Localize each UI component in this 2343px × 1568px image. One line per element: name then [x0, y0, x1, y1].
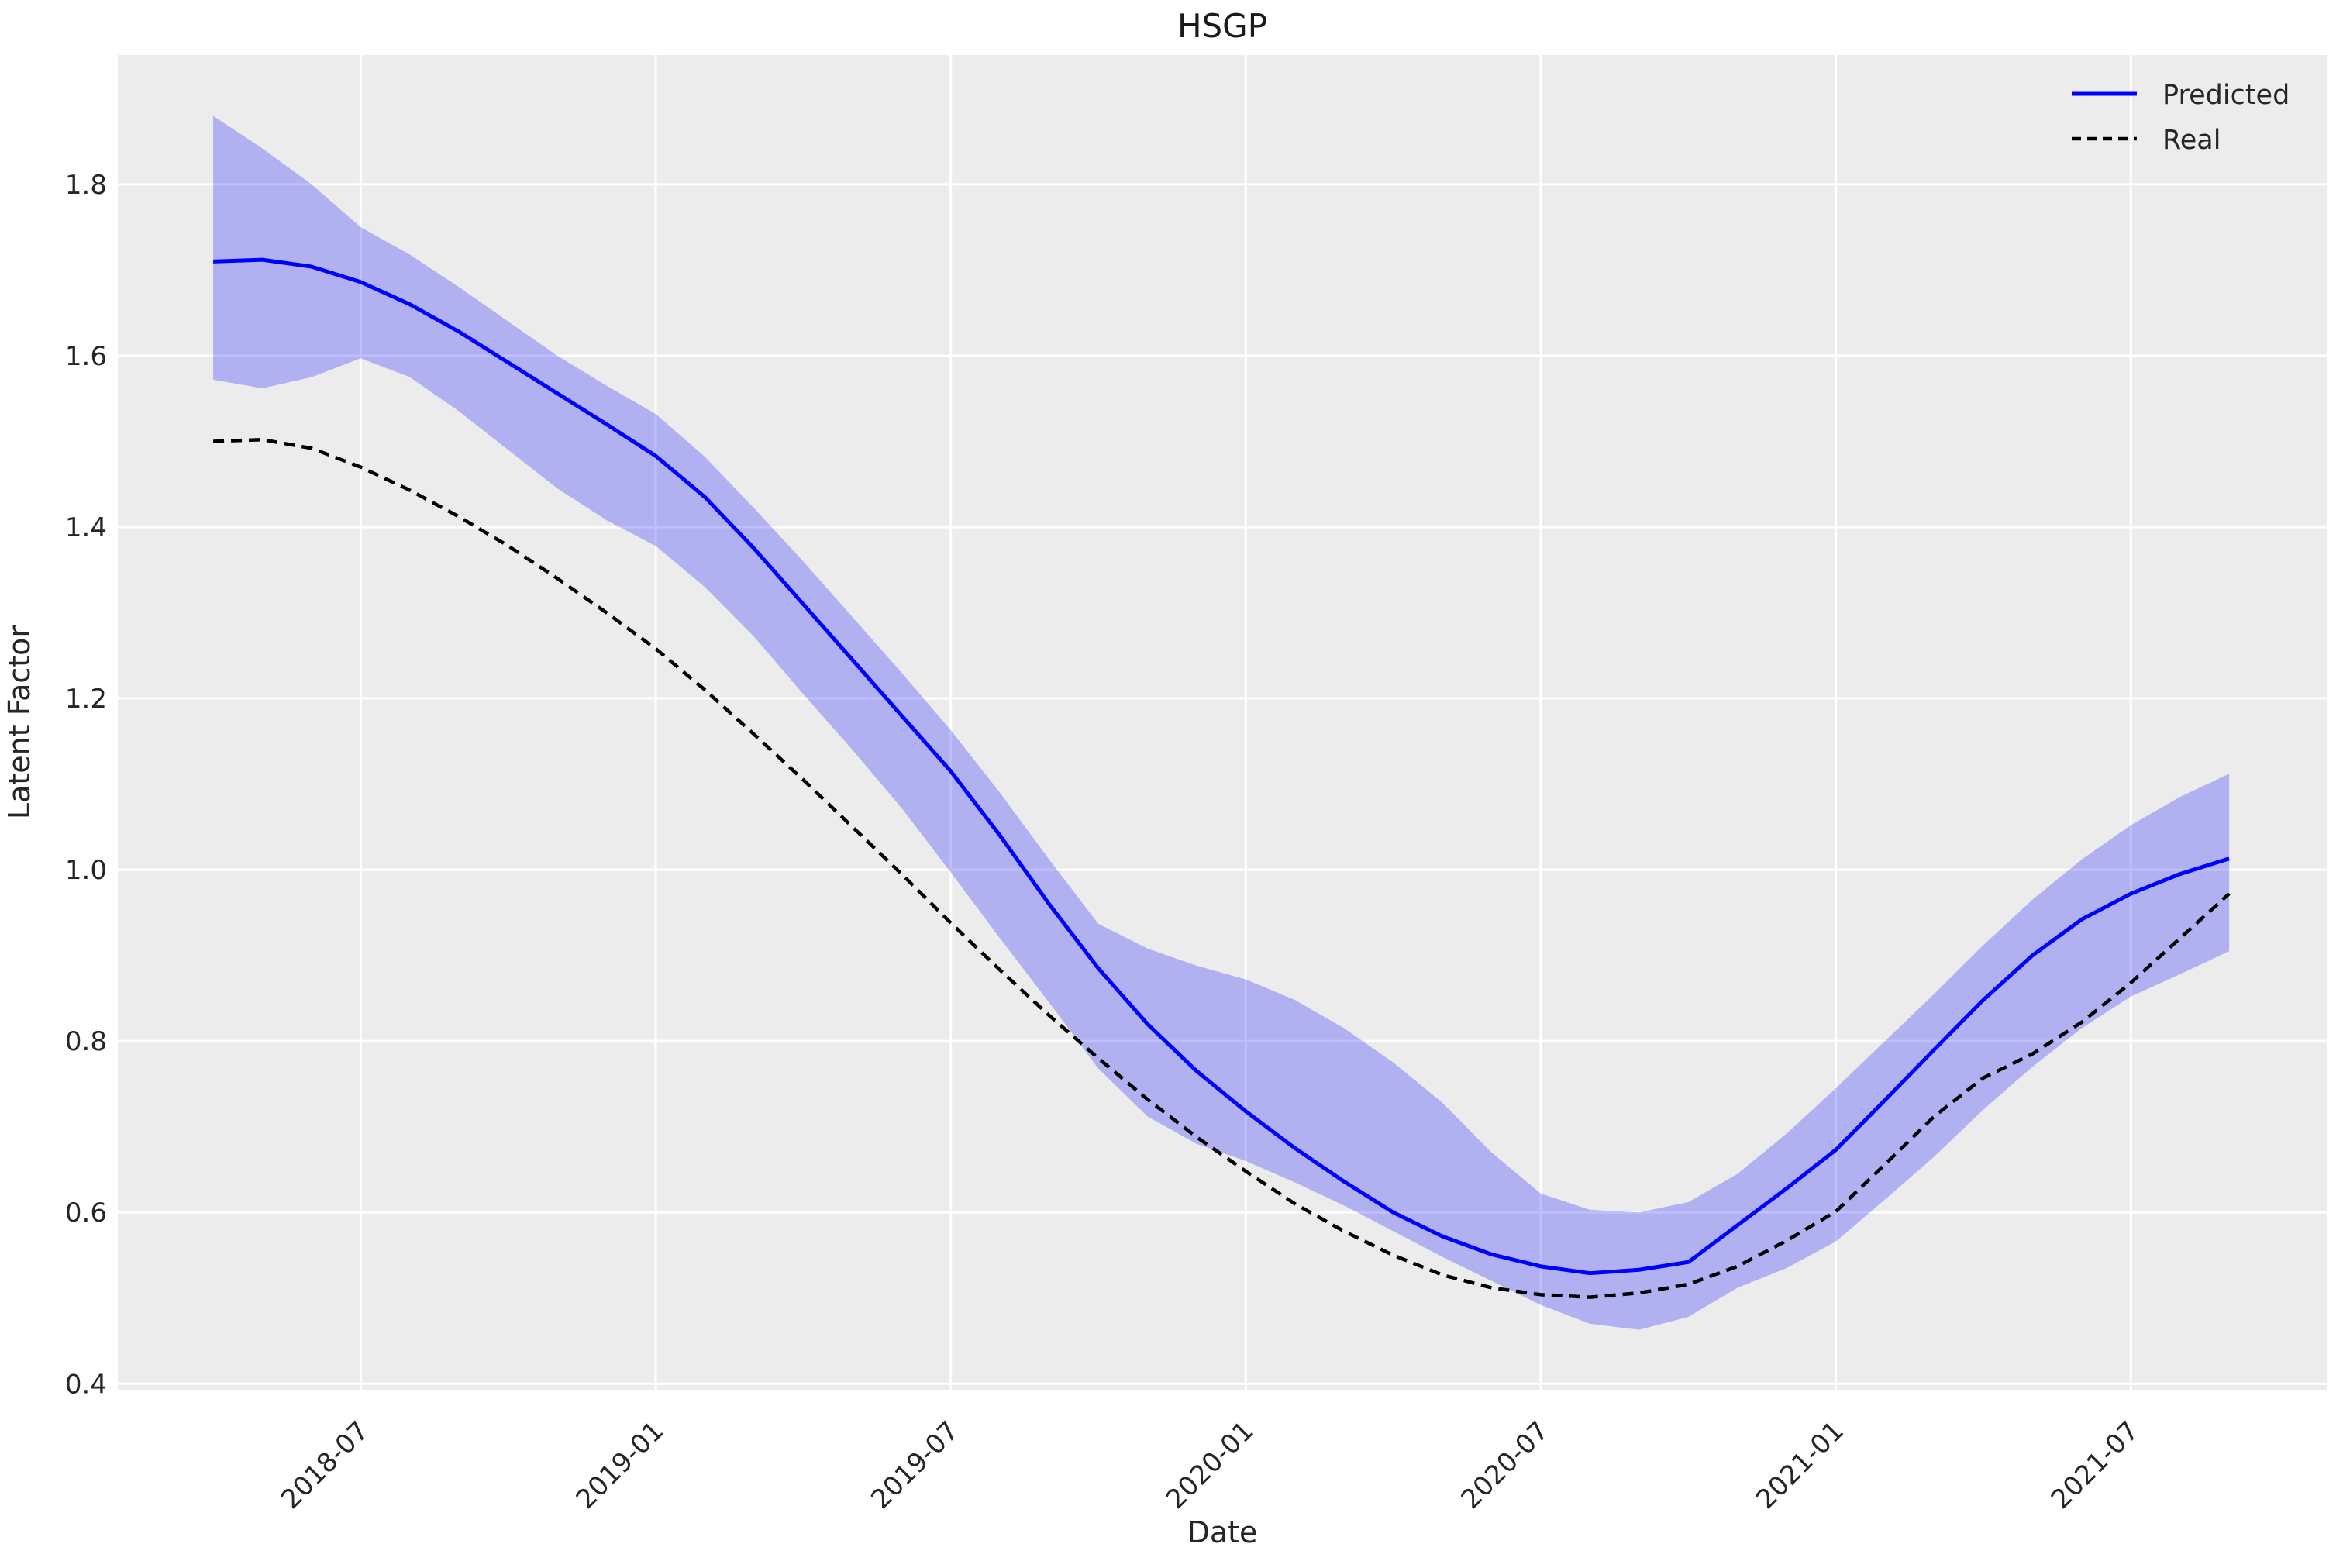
confidence-band [213, 115, 2230, 1330]
y-tick-label: 1.4 [65, 512, 107, 543]
data-lines [212, 257, 2231, 1299]
x-tick-label: 2019-07 [865, 1415, 965, 1515]
y-tick-label: 0.8 [65, 1026, 107, 1057]
y-tick-label: 1.0 [65, 855, 107, 886]
y-tick-label: 0.4 [65, 1369, 107, 1400]
y-tick-labels: 0.4 0.6 0.8 1.0 1.2 1.4 1.6 1.8 [65, 170, 107, 1400]
legend: Predicted Real [2072, 80, 2290, 156]
x-tick-label: 2021-01 [1750, 1415, 1850, 1515]
confidence-band-group [213, 115, 2230, 1330]
x-tick-label: 2021-07 [2045, 1415, 2145, 1515]
y-axis-label: Latent Factor [2, 625, 36, 819]
real-line [212, 438, 2231, 1299]
x-tick-label: 2020-07 [1456, 1415, 1556, 1515]
y-tick-label: 0.6 [65, 1198, 107, 1229]
legend-predicted-label: Predicted [2162, 80, 2290, 111]
y-tick-label: 1.6 [65, 341, 107, 372]
predicted-line [212, 257, 2230, 1276]
x-tick-label: 2018-07 [275, 1415, 375, 1515]
x-tick-label: 2019-01 [570, 1415, 670, 1515]
x-tick-label: 2020-01 [1160, 1415, 1260, 1515]
legend-real-label: Real [2162, 125, 2221, 156]
x-axis-label: Date [1187, 1515, 1258, 1549]
y-tick-label: 1.2 [65, 684, 107, 715]
chart-title: HSGP [1177, 7, 1267, 45]
grid [118, 55, 2327, 1390]
plot-background [118, 55, 2327, 1390]
y-tick-label: 1.8 [65, 170, 107, 201]
x-tick-labels: 2018-07 2019-01 2019-07 2020-01 2020-07 2021-… [275, 1415, 2145, 1515]
